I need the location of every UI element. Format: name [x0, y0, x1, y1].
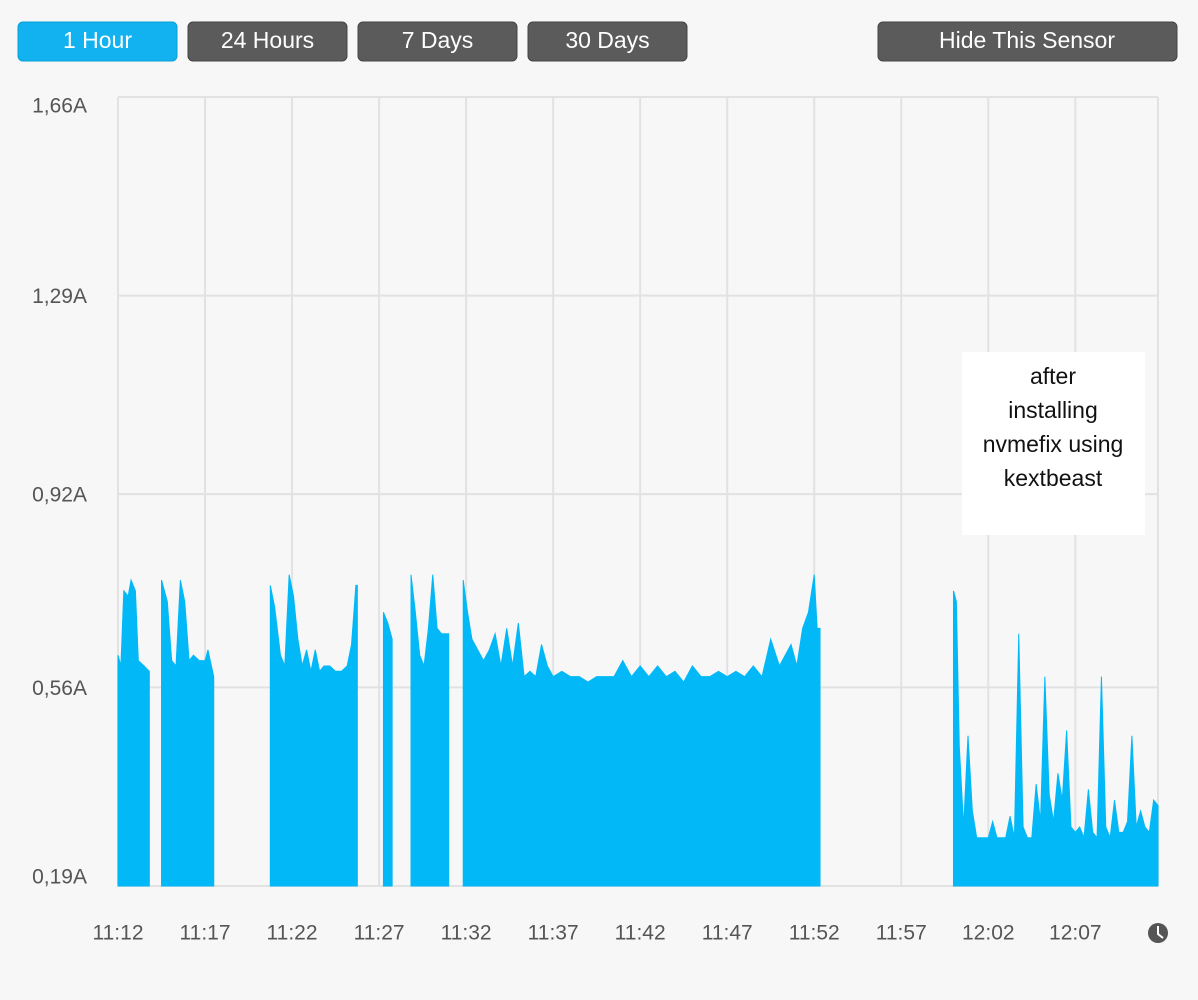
annotation-line: installing — [1008, 397, 1098, 423]
y-tick-label: 0,92A — [32, 484, 87, 507]
annotation-line: kextbeast — [1004, 465, 1103, 491]
annotation-box — [962, 352, 1145, 535]
range-button-label[interactable]: 30 Days — [565, 27, 649, 53]
hide-button-bg[interactable] — [877, 21, 1178, 62]
range-button[interactable] — [357, 21, 518, 62]
hide-button-label[interactable]: Hide This Sensor — [939, 27, 1115, 53]
x-tick-label: 11:37 — [528, 922, 579, 945]
x-tick-label: 11:17 — [180, 922, 231, 945]
y-tick-label: 1,66A — [32, 95, 87, 118]
annotation-line: after — [1030, 363, 1076, 389]
x-tick-label: 11:57 — [876, 922, 927, 945]
range-button-label[interactable]: 7 Days — [402, 27, 474, 53]
x-tick-label: 11:47 — [702, 922, 753, 945]
y-tick-label: 0,19A — [32, 866, 87, 889]
y-tick-label: 0,56A — [32, 677, 87, 700]
x-tick-label: 11:52 — [789, 922, 840, 945]
plot: 0,19A 0,56A 0,92A 1,29A 1,66A 11:12 11:17 11:22… — [32, 95, 1159, 945]
x-tick-label: 11:22 — [267, 922, 318, 945]
range-button[interactable] — [527, 21, 688, 62]
x-tick-label: 11:12 — [93, 922, 144, 945]
annotation-line: nvmefix using — [983, 431, 1124, 457]
range-button-label[interactable]: 24 Hours — [221, 27, 314, 53]
range-button[interactable] — [187, 21, 348, 62]
hide-button[interactable]: Hide This Sensor — [877, 21, 1178, 62]
y-tick-label: 1,29A — [32, 285, 87, 308]
clock-icon[interactable] — [1148, 923, 1168, 943]
range-buttons: 1 Hour 24 Hours 7 Days 30 Days — [17, 21, 688, 62]
range-button[interactable] — [17, 21, 178, 62]
x-tick-label: 11:32 — [441, 922, 492, 945]
x-tick-label: 11:42 — [615, 922, 666, 945]
x-tick-label: 12:07 — [1049, 922, 1102, 945]
clock-hands[interactable] — [1157, 926, 1164, 939]
x-tick-label: 11:27 — [354, 922, 405, 945]
current-area — [117, 574, 1159, 887]
x-tick-label: 12:02 — [962, 922, 1015, 945]
range-button-label[interactable]: 1 Hour — [63, 27, 132, 53]
